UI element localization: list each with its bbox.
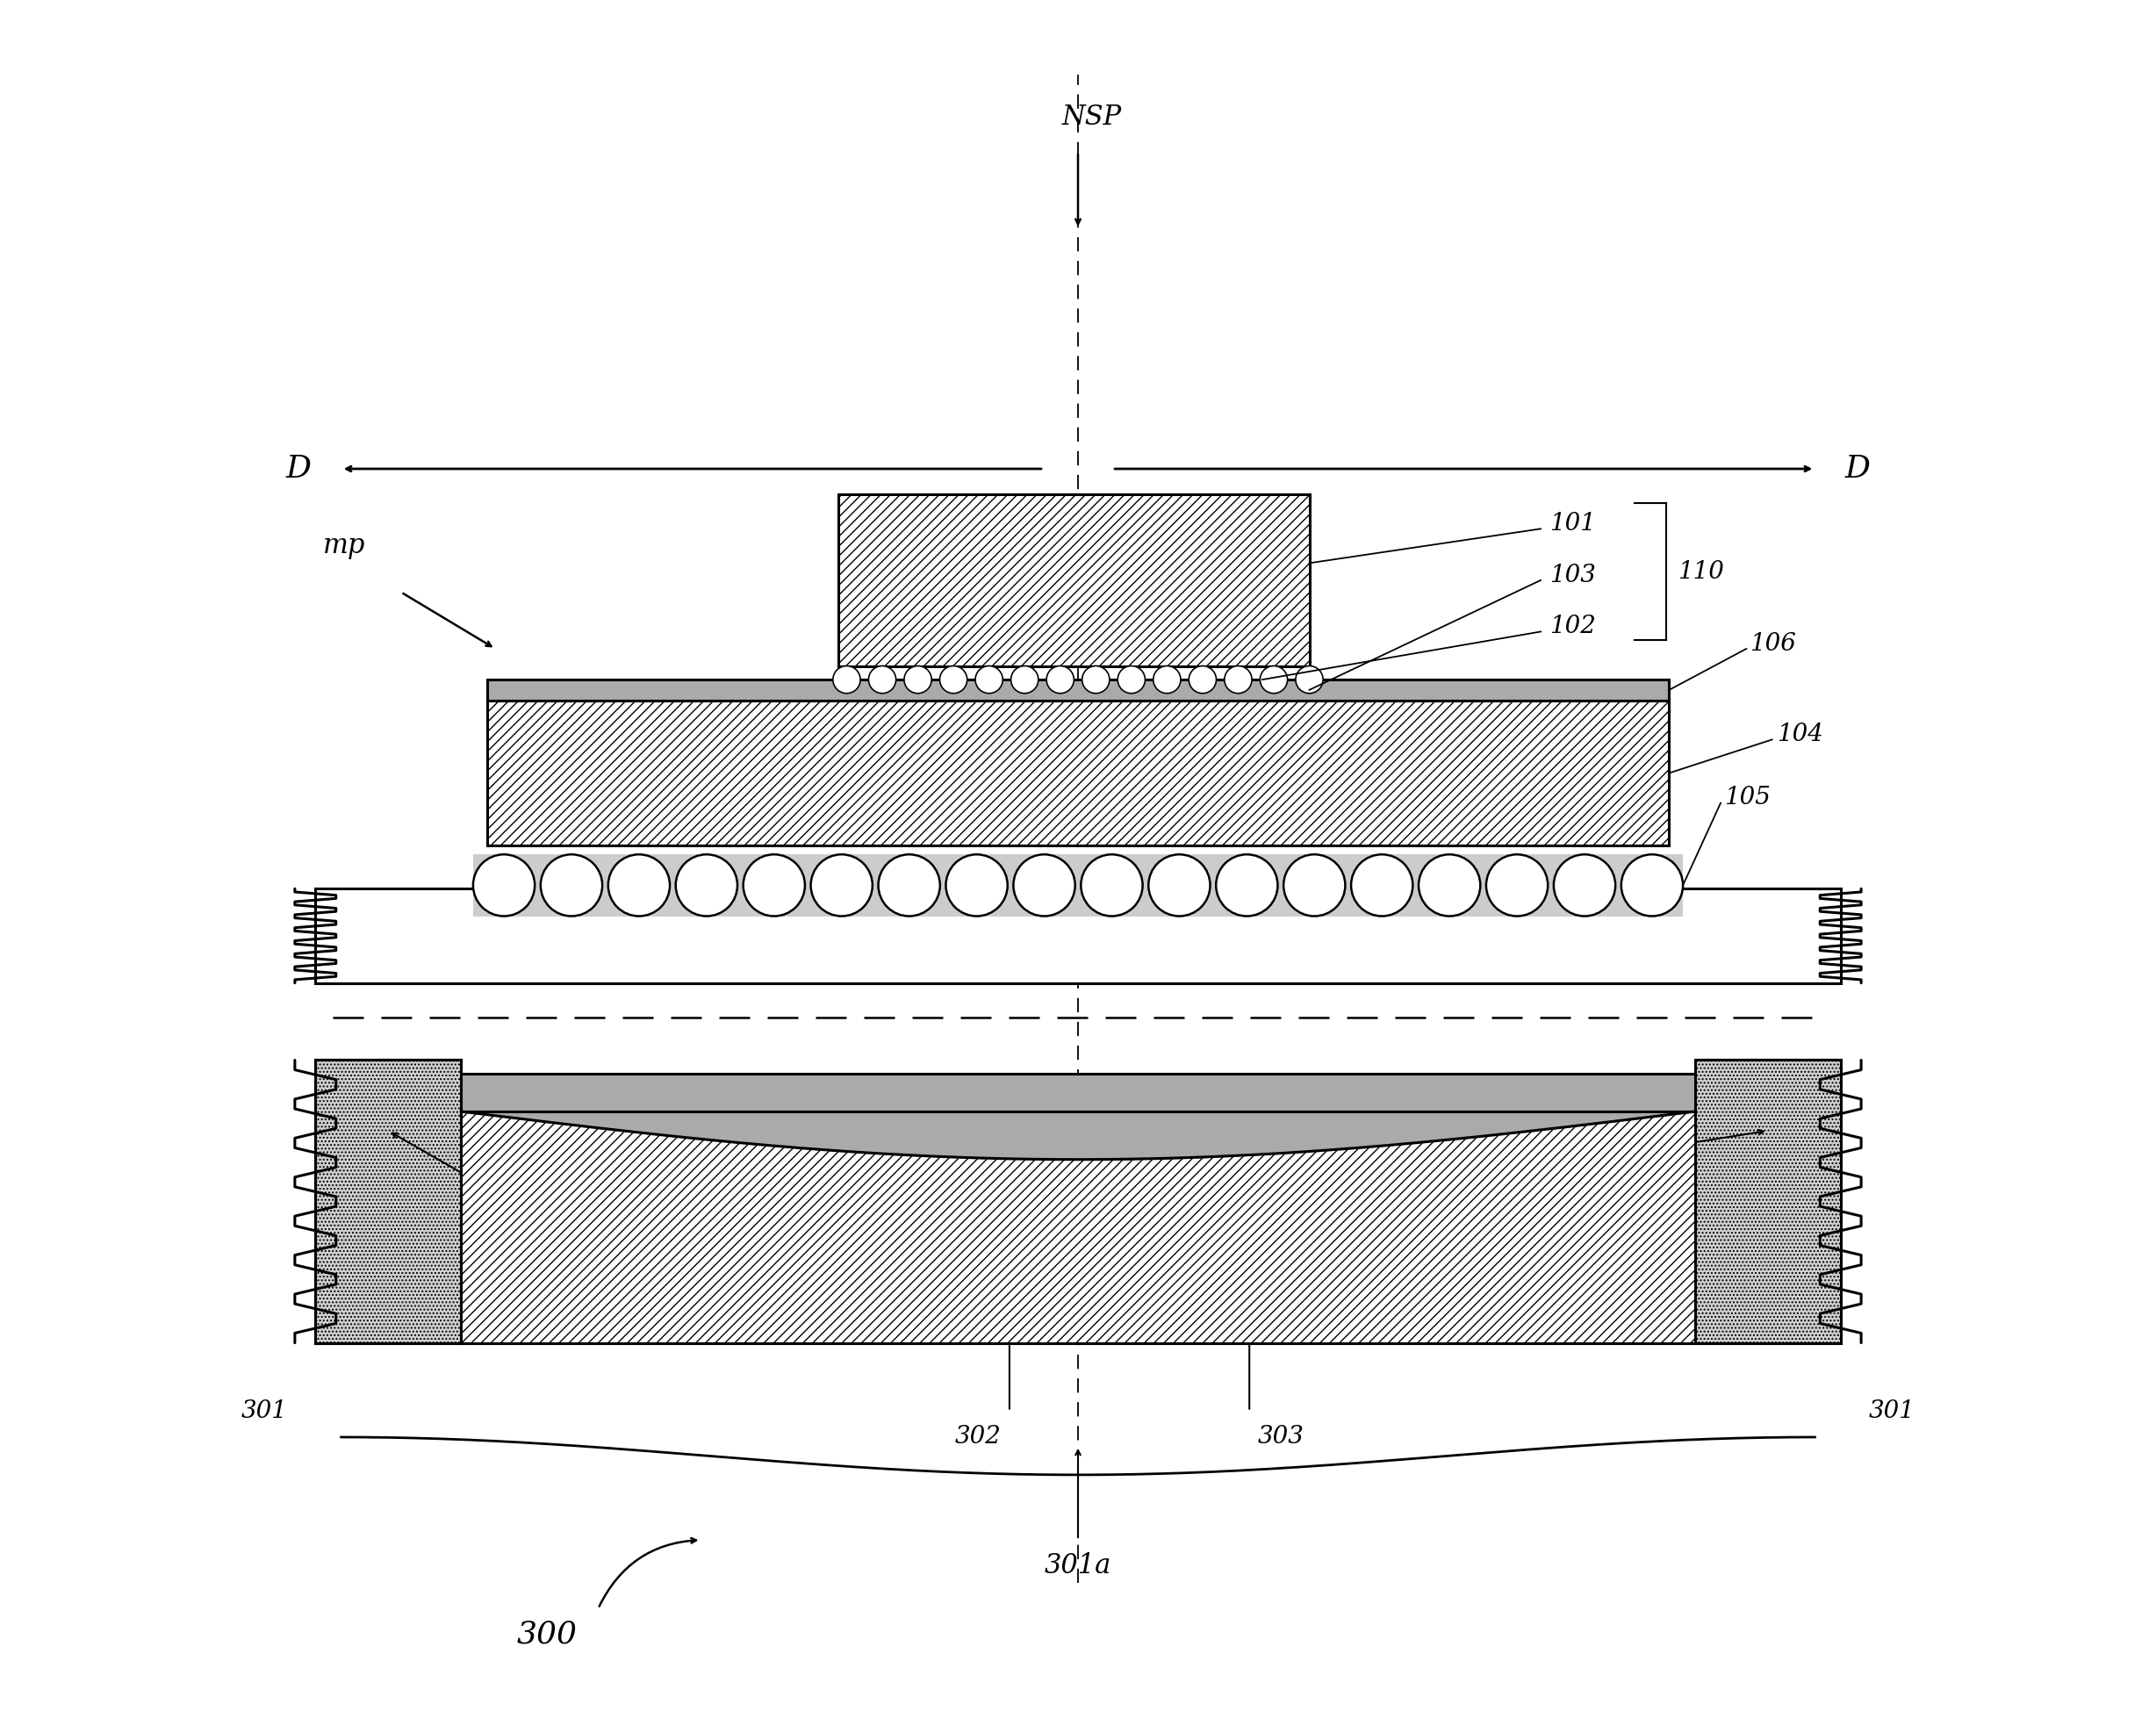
Circle shape	[1259, 666, 1287, 694]
Text: D: D	[1846, 454, 1871, 483]
Circle shape	[1283, 854, 1345, 917]
Bar	[315, 1060, 461, 1343]
Text: 103: 103	[1550, 563, 1595, 587]
Bar	[839, 495, 1309, 666]
Circle shape	[675, 854, 737, 917]
Circle shape	[877, 854, 940, 917]
Circle shape	[1216, 854, 1279, 917]
Circle shape	[1485, 854, 1548, 917]
Circle shape	[744, 854, 804, 917]
Bar	[1695, 1060, 1841, 1343]
Circle shape	[811, 854, 873, 917]
Bar	[461, 1112, 1695, 1343]
Text: 302: 302	[955, 1426, 1000, 1450]
Circle shape	[940, 666, 968, 694]
Circle shape	[1080, 854, 1143, 917]
Circle shape	[869, 666, 897, 694]
Circle shape	[975, 666, 1003, 694]
Circle shape	[1013, 854, 1076, 917]
Circle shape	[1046, 666, 1074, 694]
Circle shape	[1352, 854, 1412, 917]
Text: 102: 102	[1550, 614, 1595, 639]
Text: 301: 301	[241, 1400, 287, 1424]
Text: 101: 101	[1550, 513, 1595, 535]
Circle shape	[903, 666, 931, 694]
Bar	[487, 680, 1669, 701]
Circle shape	[472, 854, 535, 917]
Circle shape	[1188, 666, 1216, 694]
Circle shape	[1153, 666, 1181, 694]
Bar	[461, 1074, 1695, 1112]
Text: 104: 104	[1777, 723, 1824, 746]
Text: 301a: 301a	[1044, 1552, 1112, 1579]
Text: 303: 303	[1257, 1426, 1304, 1450]
Circle shape	[946, 854, 1007, 917]
Circle shape	[1117, 666, 1145, 694]
Text: 110: 110	[1677, 559, 1725, 583]
Text: D: D	[285, 454, 310, 483]
Text: 105: 105	[1725, 785, 1770, 809]
Circle shape	[1082, 666, 1110, 694]
Circle shape	[1296, 666, 1324, 694]
Circle shape	[1011, 666, 1039, 694]
Bar	[487, 701, 1669, 846]
Circle shape	[832, 666, 860, 694]
Text: 303a: 303a	[496, 1186, 550, 1206]
Bar	[315, 889, 1841, 984]
Circle shape	[1621, 854, 1684, 917]
Text: NSP: NSP	[1061, 104, 1121, 131]
Circle shape	[608, 854, 671, 917]
Text: 303a: 303a	[1563, 1143, 1617, 1163]
Bar	[472, 854, 1684, 917]
Circle shape	[1419, 854, 1481, 917]
Circle shape	[1225, 666, 1253, 694]
Text: mp: mp	[323, 532, 367, 559]
Circle shape	[1149, 854, 1210, 917]
Text: 301: 301	[1869, 1400, 1915, 1424]
Text: 300: 300	[517, 1619, 578, 1648]
Circle shape	[541, 854, 602, 917]
Text: 106: 106	[1751, 632, 1796, 656]
Circle shape	[1554, 854, 1615, 917]
